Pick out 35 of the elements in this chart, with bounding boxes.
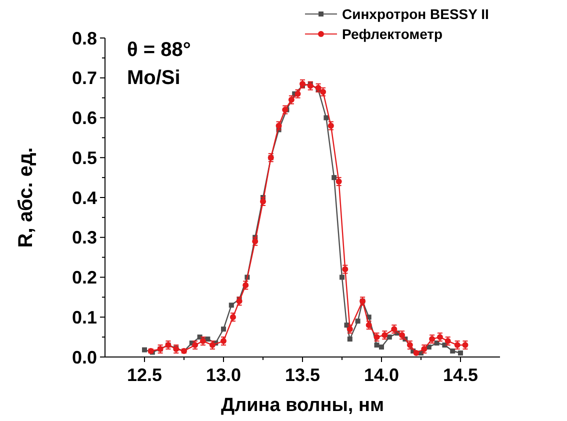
y-tick-label: 0.0 <box>72 347 97 368</box>
point <box>413 350 420 356</box>
annotation: Mo/Si <box>127 67 180 89</box>
y-tick-label: 0.2 <box>72 268 97 288</box>
point <box>142 347 147 352</box>
x-tick-label: 13.5 <box>284 365 320 385</box>
point <box>347 336 352 342</box>
x-tick-label: 14.0 <box>364 365 400 385</box>
point <box>228 302 234 308</box>
point <box>450 348 456 354</box>
x-tick-label: 14.5 <box>442 365 478 385</box>
legend-label: Рефлектометр <box>342 26 443 42</box>
x-tick-label: 12.5 <box>126 365 162 385</box>
point <box>221 326 226 332</box>
legend-label: Синхротрон BESSY II <box>342 6 489 22</box>
point <box>332 175 337 180</box>
y-tick-label: 0.8 <box>72 28 97 48</box>
y-tick-label: 0.5 <box>72 148 97 168</box>
y-axis-title: R, абс. ед. <box>15 147 37 248</box>
point <box>340 274 344 280</box>
point <box>458 350 463 356</box>
point <box>324 115 329 120</box>
y-tick-label: 0.1 <box>72 307 97 328</box>
y-tick-label: 0.3 <box>72 228 97 248</box>
point <box>205 336 210 342</box>
y-tick-label: 0.7 <box>72 68 97 88</box>
y-tick-label: 0.6 <box>72 108 97 128</box>
point <box>379 344 384 350</box>
y-tick-label: 0.4 <box>72 188 97 208</box>
annotation: θ = 88° <box>127 39 191 61</box>
x-axis-title: Длина волны, нм <box>220 395 384 416</box>
point <box>386 334 392 340</box>
x-tick-label: 13.0 <box>206 365 242 385</box>
point <box>434 340 440 346</box>
point <box>355 318 360 324</box>
